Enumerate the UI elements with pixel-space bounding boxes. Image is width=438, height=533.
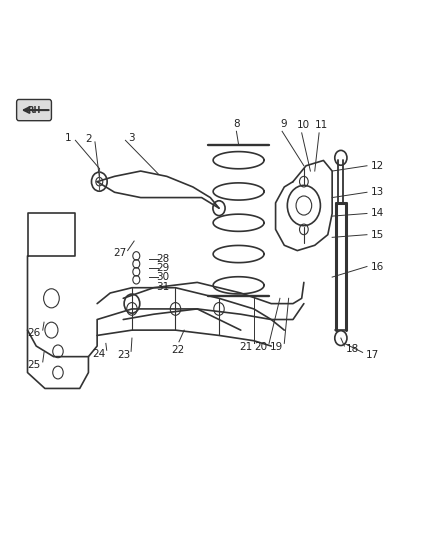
Text: 31: 31 <box>156 281 169 292</box>
Text: 14: 14 <box>371 208 384 219</box>
Text: 18: 18 <box>346 344 359 354</box>
Text: 29: 29 <box>156 263 169 272</box>
Text: 13: 13 <box>371 187 384 197</box>
Text: 30: 30 <box>156 272 169 282</box>
Text: 28: 28 <box>156 254 169 263</box>
Text: 15: 15 <box>371 230 384 240</box>
FancyBboxPatch shape <box>17 100 51 120</box>
Text: 21: 21 <box>240 342 253 352</box>
Text: 9: 9 <box>280 119 287 128</box>
Text: 23: 23 <box>117 350 130 360</box>
Text: 24: 24 <box>92 349 106 359</box>
Text: 27: 27 <box>113 248 127 259</box>
Text: 2: 2 <box>85 134 92 144</box>
Text: 25: 25 <box>27 360 41 369</box>
Text: 19: 19 <box>270 342 283 352</box>
Text: RH: RH <box>27 106 41 115</box>
Text: 12: 12 <box>371 161 384 171</box>
Text: 10: 10 <box>297 120 311 130</box>
Text: 26: 26 <box>27 328 41 338</box>
Text: 1: 1 <box>65 133 72 143</box>
Text: 16: 16 <box>371 262 384 271</box>
Text: 8: 8 <box>233 119 240 128</box>
Text: 20: 20 <box>254 342 268 352</box>
Text: 22: 22 <box>171 345 184 355</box>
Text: 3: 3 <box>128 133 135 143</box>
Text: 11: 11 <box>314 120 328 130</box>
Text: 17: 17 <box>366 350 379 360</box>
